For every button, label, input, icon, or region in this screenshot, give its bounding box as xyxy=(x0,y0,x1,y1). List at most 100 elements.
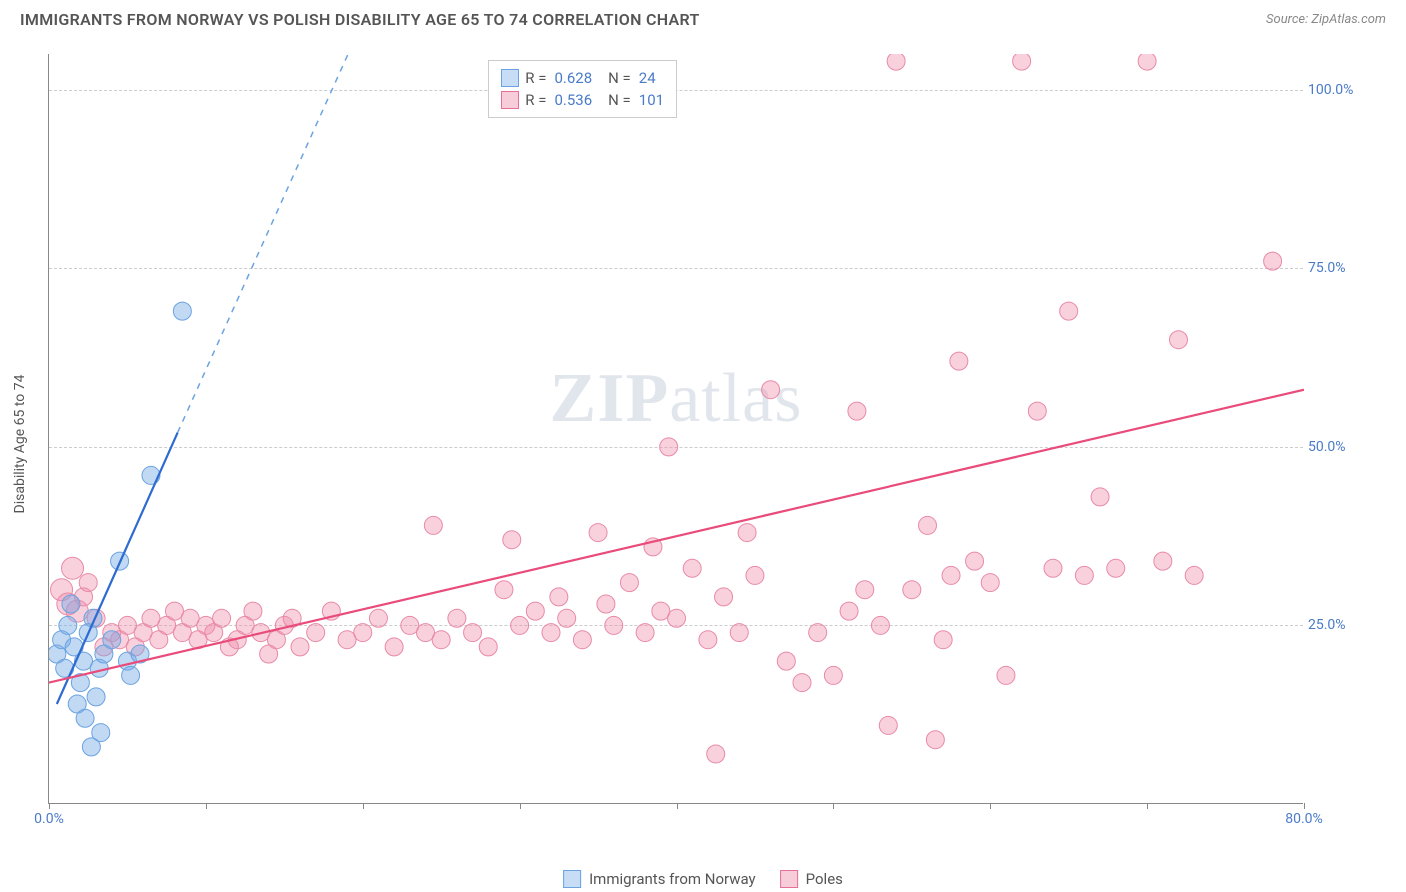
x-tick-label: 0.0% xyxy=(34,811,64,827)
data-point xyxy=(824,666,842,684)
n-label: N = xyxy=(608,69,631,87)
data-point xyxy=(213,609,231,627)
legend-label-poles: Poles xyxy=(806,870,843,888)
data-point xyxy=(762,381,780,399)
data-point xyxy=(738,524,756,542)
data-point xyxy=(605,616,623,634)
data-point xyxy=(887,54,905,70)
x-tick xyxy=(1304,803,1305,809)
swatch-poles xyxy=(780,870,798,888)
data-point xyxy=(879,716,897,734)
data-point xyxy=(730,624,748,642)
data-point xyxy=(1091,488,1109,506)
y-tick-label: 50.0% xyxy=(1308,439,1358,455)
data-point xyxy=(291,638,309,656)
data-point xyxy=(997,666,1015,684)
swatch-icon xyxy=(501,69,519,87)
data-point xyxy=(432,631,450,649)
r-label: R = xyxy=(525,69,546,87)
data-point xyxy=(981,574,999,592)
data-point xyxy=(503,531,521,549)
data-point xyxy=(76,709,94,727)
data-point xyxy=(550,588,568,606)
legend-item-poles: Poles xyxy=(780,870,843,888)
data-point xyxy=(526,602,544,620)
data-point xyxy=(942,566,960,584)
data-point xyxy=(173,302,191,320)
data-point xyxy=(589,524,607,542)
data-point xyxy=(103,631,121,649)
n-value: 101 xyxy=(639,91,664,109)
data-point xyxy=(919,516,937,534)
data-point xyxy=(1107,559,1125,577)
data-point xyxy=(79,574,97,592)
stats-legend: R = 0.628 N = 24 R = 0.536 N = 101 xyxy=(488,60,677,118)
n-value: 24 xyxy=(639,69,656,87)
stats-legend-row: R = 0.536 N = 101 xyxy=(501,89,664,111)
data-point xyxy=(777,652,795,670)
data-point xyxy=(966,552,984,570)
data-point xyxy=(307,624,325,642)
swatch-icon xyxy=(501,91,519,109)
data-point xyxy=(244,602,262,620)
plot-container: Disability Age 65 to 74 ZIPatlas 25.0%50… xyxy=(48,54,1348,834)
data-point xyxy=(1044,559,1062,577)
data-point xyxy=(1170,331,1188,349)
data-point xyxy=(848,402,866,420)
data-point xyxy=(620,574,638,592)
data-point xyxy=(464,624,482,642)
data-point xyxy=(479,638,497,656)
data-point xyxy=(1138,54,1156,70)
data-point xyxy=(495,581,513,599)
n-label: N = xyxy=(608,91,631,109)
data-point xyxy=(92,724,110,742)
r-value: 0.628 xyxy=(554,69,592,87)
data-point xyxy=(699,631,717,649)
stats-legend-row: R = 0.628 N = 24 xyxy=(501,67,664,89)
trend-line xyxy=(49,390,1304,683)
scatter-svg xyxy=(49,54,1304,804)
legend-label-norway: Immigrants from Norway xyxy=(589,870,756,888)
data-point xyxy=(660,438,678,456)
data-point xyxy=(903,581,921,599)
data-point xyxy=(926,731,944,749)
data-point xyxy=(871,616,889,634)
data-point xyxy=(707,745,725,763)
data-point xyxy=(856,581,874,599)
chart-title: IMMIGRANTS FROM NORWAY VS POLISH DISABIL… xyxy=(20,10,700,29)
data-point xyxy=(840,602,858,620)
data-point xyxy=(597,595,615,613)
data-point xyxy=(354,624,372,642)
r-label: R = xyxy=(525,91,546,109)
trend-line-dashed xyxy=(178,54,371,433)
data-point xyxy=(636,624,654,642)
bottom-legend: Immigrants from Norway Poles xyxy=(563,870,843,888)
data-point xyxy=(424,516,442,534)
legend-item-norway: Immigrants from Norway xyxy=(563,870,756,888)
swatch-norway xyxy=(563,870,581,888)
data-point xyxy=(573,631,591,649)
data-point xyxy=(1075,566,1093,584)
data-point xyxy=(448,609,466,627)
data-point xyxy=(934,631,952,649)
data-point xyxy=(668,609,686,627)
r-value: 0.536 xyxy=(554,91,592,109)
data-point xyxy=(1185,566,1203,584)
data-point xyxy=(1060,302,1078,320)
x-tick-label: 80.0% xyxy=(1285,811,1323,827)
data-point xyxy=(511,616,529,634)
data-point xyxy=(715,588,733,606)
data-point xyxy=(122,666,140,684)
data-point xyxy=(385,638,403,656)
y-axis-label: Disability Age 65 to 74 xyxy=(12,375,28,514)
data-point xyxy=(809,624,827,642)
data-point xyxy=(793,674,811,692)
y-tick-label: 25.0% xyxy=(1308,617,1358,633)
data-point xyxy=(1028,402,1046,420)
data-point xyxy=(62,557,84,579)
data-point xyxy=(1154,552,1172,570)
data-point xyxy=(1013,54,1031,70)
data-point xyxy=(142,466,160,484)
data-point xyxy=(1264,252,1282,270)
y-tick-label: 75.0% xyxy=(1308,260,1358,276)
